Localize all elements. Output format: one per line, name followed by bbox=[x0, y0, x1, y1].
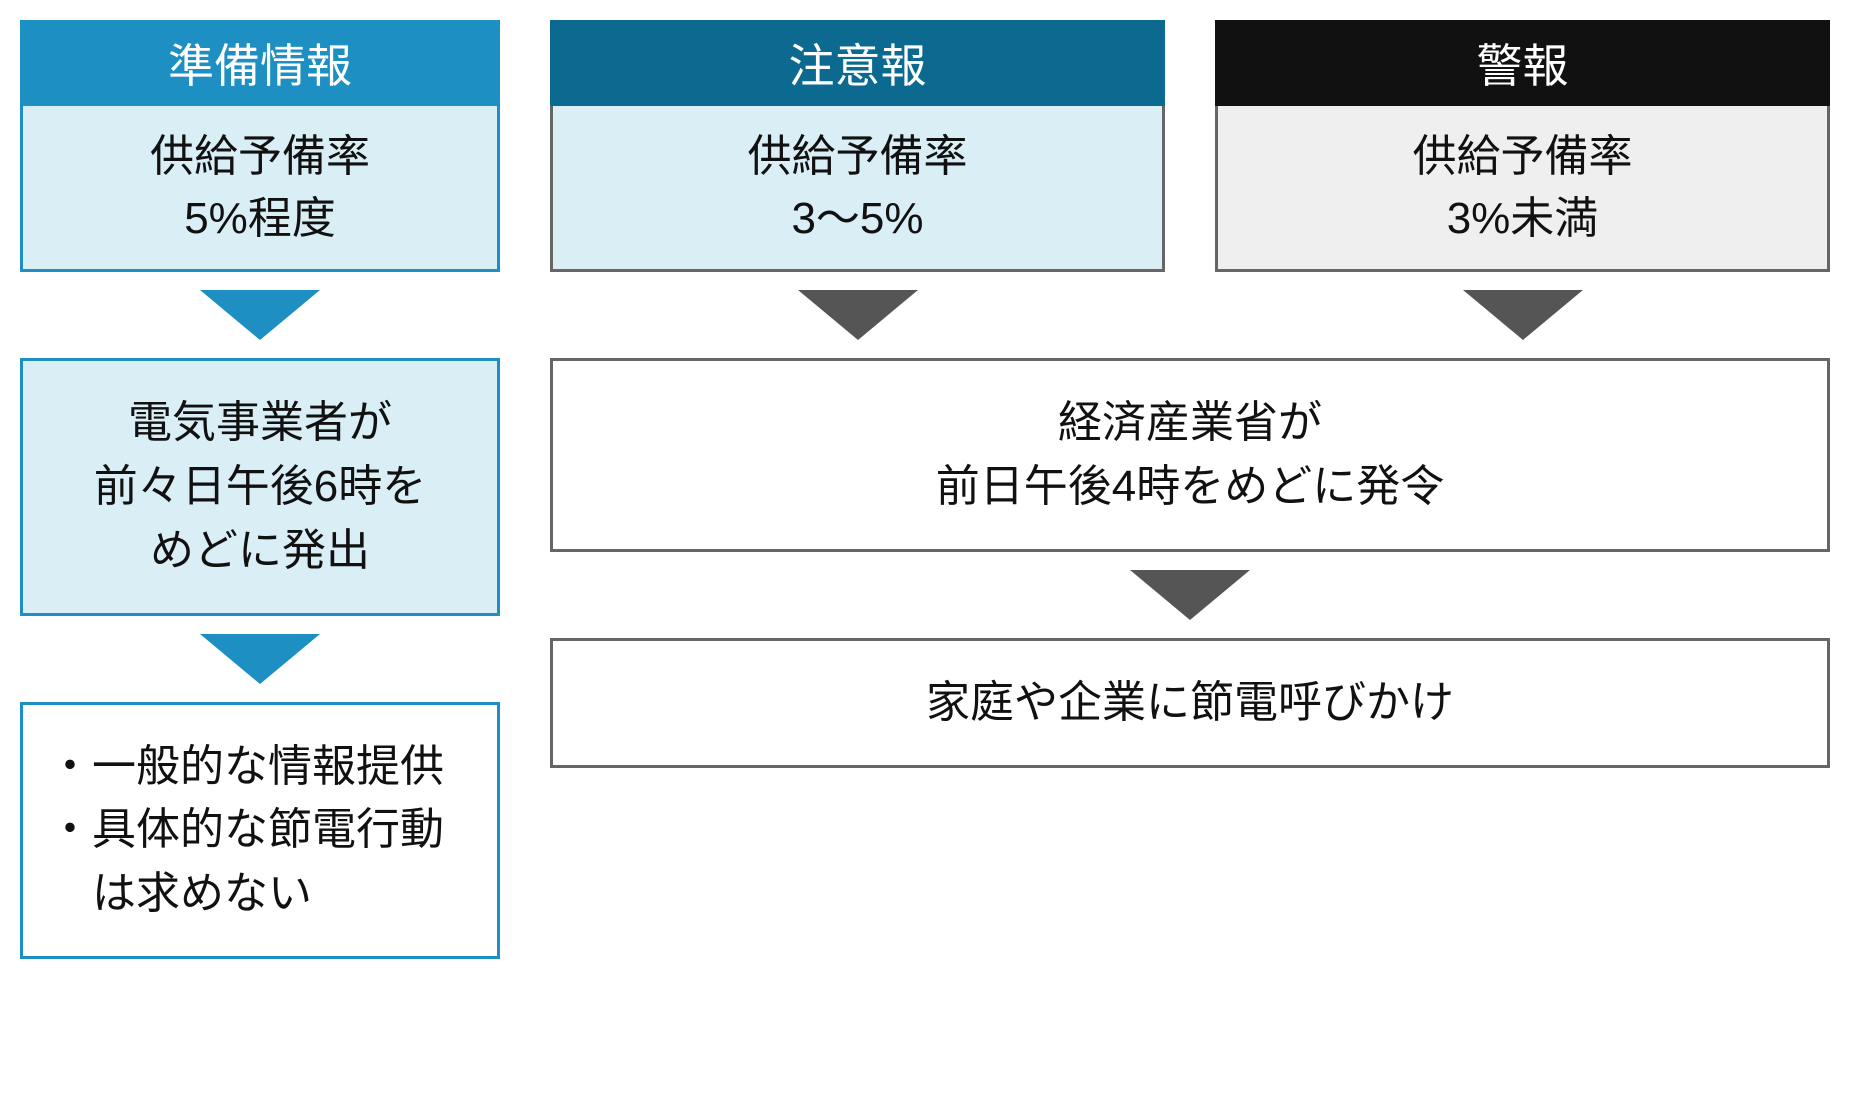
rate-line: 供給予備率 bbox=[748, 132, 968, 181]
column-warning: 警報 供給予備率 3%未満 bbox=[1215, 20, 1830, 358]
rate-line: 3%未満 bbox=[1447, 194, 1599, 243]
rate-line: 供給予備率 bbox=[150, 132, 370, 181]
rate-box-warning: 供給予備率 3%未満 bbox=[1215, 106, 1830, 272]
text-line: 前日午後4時をめどに発令 bbox=[936, 462, 1444, 511]
arrow-down-icon bbox=[1130, 570, 1250, 620]
text-line: 家庭や企業に節電呼びかけ bbox=[926, 678, 1454, 727]
column-preparation: 準備情報 供給予備率 5%程度 電気事業者が 前々日午後6時を めどに発出 ・一… bbox=[20, 20, 500, 959]
text-line: 電気事業者が bbox=[128, 398, 392, 447]
arrow-down-icon bbox=[200, 290, 320, 340]
rate-line: 供給予備率 bbox=[1413, 132, 1633, 181]
header-warning: 警報 bbox=[1215, 20, 1830, 106]
column-advisory: 注意報 供給予備率 3〜5% bbox=[550, 20, 1165, 358]
bullet-item: ・具体的な節電行動は求めない bbox=[48, 798, 472, 926]
arrow-down-icon bbox=[200, 634, 320, 684]
rate-box-preparation: 供給予備率 5%程度 bbox=[20, 106, 500, 272]
diagram-container: 準備情報 供給予備率 5%程度 電気事業者が 前々日午後6時を めどに発出 ・一… bbox=[20, 20, 1830, 959]
column-advisory-warning: 注意報 供給予備率 3〜5% 警報 供給予備率 3%未満 bbox=[550, 20, 1830, 959]
bullet-item: ・一般的な情報提供 bbox=[48, 735, 472, 799]
rate-line: 5%程度 bbox=[184, 194, 336, 243]
text-line: 経済産業省が bbox=[1058, 398, 1322, 447]
rate-line: 3〜5% bbox=[791, 194, 923, 243]
action-box-preparation: ・一般的な情報提供 ・具体的な節電行動は求めない bbox=[20, 702, 500, 959]
arrow-down-icon bbox=[798, 290, 918, 340]
text-line: めどに発出 bbox=[150, 526, 370, 575]
header-preparation: 準備情報 bbox=[20, 20, 500, 106]
rate-box-advisory: 供給予備率 3〜5% bbox=[550, 106, 1165, 272]
text-line: 前々日午後6時を bbox=[94, 462, 426, 511]
arrow-down-icon bbox=[1463, 290, 1583, 340]
header-advisory: 注意報 bbox=[550, 20, 1165, 106]
top-row: 注意報 供給予備率 3〜5% 警報 供給予備率 3%未満 bbox=[550, 20, 1830, 358]
action-box-shared: 家庭や企業に節電呼びかけ bbox=[550, 638, 1830, 768]
issuer-box-preparation: 電気事業者が 前々日午後6時を めどに発出 bbox=[20, 358, 500, 615]
issuer-box-shared: 経済産業省が 前日午後4時をめどに発令 bbox=[550, 358, 1830, 552]
